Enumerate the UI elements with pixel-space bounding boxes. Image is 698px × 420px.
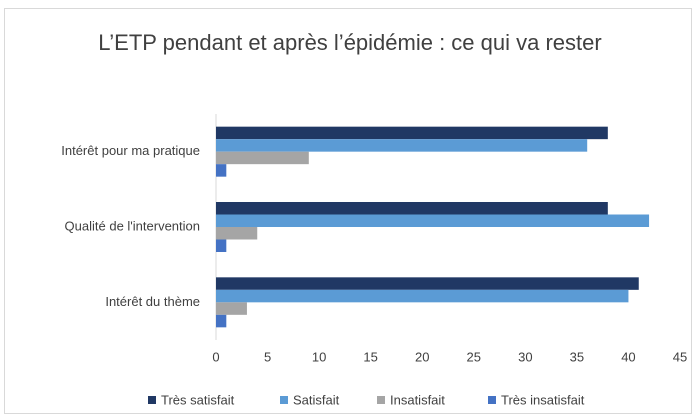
bar [216,202,608,215]
bar [216,302,247,315]
x-tick-label: 35 [570,349,584,364]
legend-label: Satisfait [293,392,340,407]
legend-swatch [148,396,156,404]
legend-swatch [377,396,385,404]
x-tick-label: 45 [673,349,687,364]
bar [216,227,258,240]
bar [216,151,309,165]
legend-swatch [488,396,496,404]
y-tick-label: Qualité de l'intervention [65,218,200,233]
bar [216,214,650,227]
x-tick-label: 0 [212,349,219,364]
x-tick-label: 30 [518,349,532,364]
legend-swatch [280,396,288,404]
bar [216,239,227,252]
legend-label: Très insatisfait [501,392,585,407]
chart-frame [4,8,692,414]
x-tick-label: 20 [415,349,429,364]
bar [216,126,608,140]
bar [216,289,629,303]
x-tick-label: 25 [467,349,481,364]
y-tick-label: Intérêt pour ma pratique [61,143,200,158]
bar [216,139,588,152]
bar [216,277,639,290]
x-tick-label: 5 [264,349,271,364]
bar [216,314,227,328]
bar [216,164,227,177]
x-tick-label: 10 [312,349,326,364]
chart-title: L’ETP pendant et après l’épidémie : ce q… [98,30,602,55]
x-tick-label: 40 [621,349,635,364]
y-tick-label: Intérêt du thème [105,294,200,309]
legend-label: Très satisfait [161,392,235,407]
legend-label: Insatisfait [390,392,445,407]
x-tick-label: 15 [363,349,377,364]
